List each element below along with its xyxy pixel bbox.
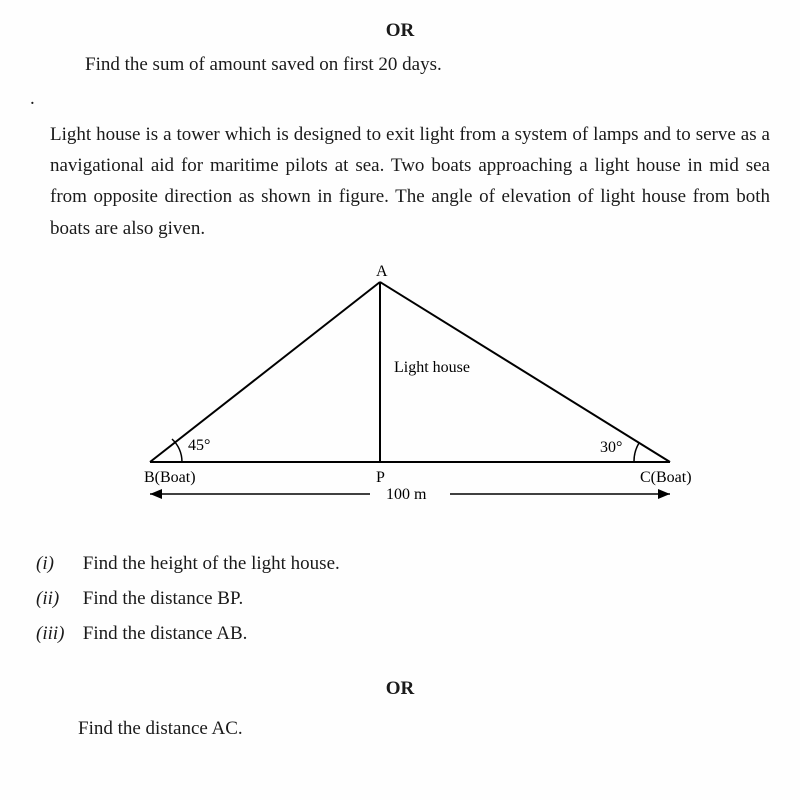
or-heading-top: OR (30, 20, 770, 42)
subpart-num: (i) (36, 546, 78, 581)
subparts-list: (i) Find the height of the light house. … (30, 546, 770, 651)
lighthouse-triangle-figure: A B(Boat) C(Boat) P Light house 45° 30° 100 m (100, 262, 700, 522)
or-heading-mid: OR (30, 678, 770, 700)
svg-text:100 m: 100 m (386, 486, 427, 503)
svg-text:Light house: Light house (394, 359, 470, 376)
subpart-num: (ii) (36, 581, 78, 616)
subpart-iii: (iii) Find the distance AB. (30, 616, 770, 651)
question-body: Light house is a tower which is designed… (30, 119, 770, 244)
svg-text:30°: 30° (600, 439, 622, 456)
subpart-num: (iii) (36, 616, 78, 651)
subpart-ii: (ii) Find the distance BP. (30, 581, 770, 616)
svg-text:P: P (376, 469, 385, 486)
figure-container: A B(Boat) C(Boat) P Light house 45° 30° 100 m (30, 262, 770, 522)
question-marker: . (30, 88, 35, 109)
previous-or-line: Find the sum of amount saved on first 20… (30, 50, 770, 80)
subpart-text: Find the height of the light house. (83, 553, 340, 574)
subpart-text: Find the distance BP. (83, 588, 243, 609)
svg-text:C(Boat): C(Boat) (640, 469, 692, 486)
subpart-text: Find the distance AB. (83, 623, 248, 644)
svg-text:45°: 45° (188, 437, 210, 454)
svg-text:A: A (376, 263, 388, 280)
question-lead: . (30, 84, 770, 114)
subpart-i: (i) Find the height of the light house. (30, 546, 770, 581)
svg-text:B(Boat): B(Boat) (144, 469, 196, 486)
alternative-subpart: Find the distance AC. (30, 718, 770, 740)
